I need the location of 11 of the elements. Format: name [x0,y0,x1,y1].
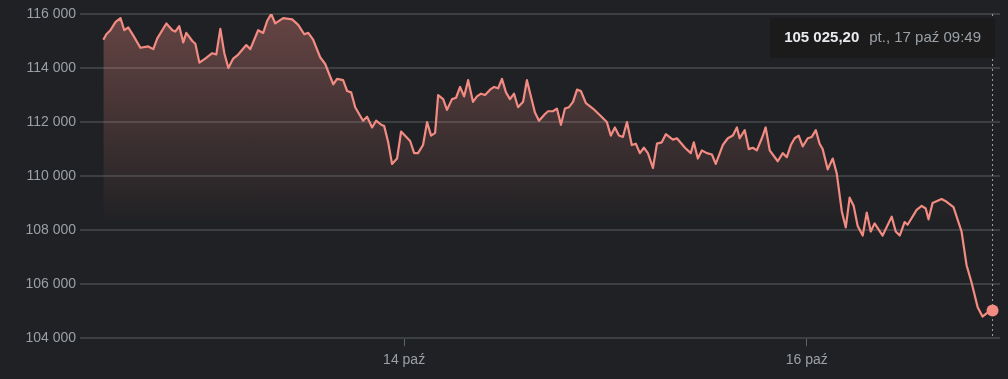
x-tick-label: 16 paź [785,351,828,368]
y-tick-label: 114 000 [26,58,77,75]
annotation: 105 025,20 [784,28,860,46]
y-tick-label: 112 000 [26,112,77,129]
y-tick-label: 104 000 [25,329,77,346]
y-tick-label: 106 000 [25,275,77,292]
y-tick-label: 110 000 [26,166,77,183]
y-tick-label: 108 000 [25,220,77,237]
x-tick-label: 14 paź [383,351,426,368]
annotation: pt., 17 paź 09:49 [869,28,982,46]
y-tick-label: 116 000 [26,4,77,21]
